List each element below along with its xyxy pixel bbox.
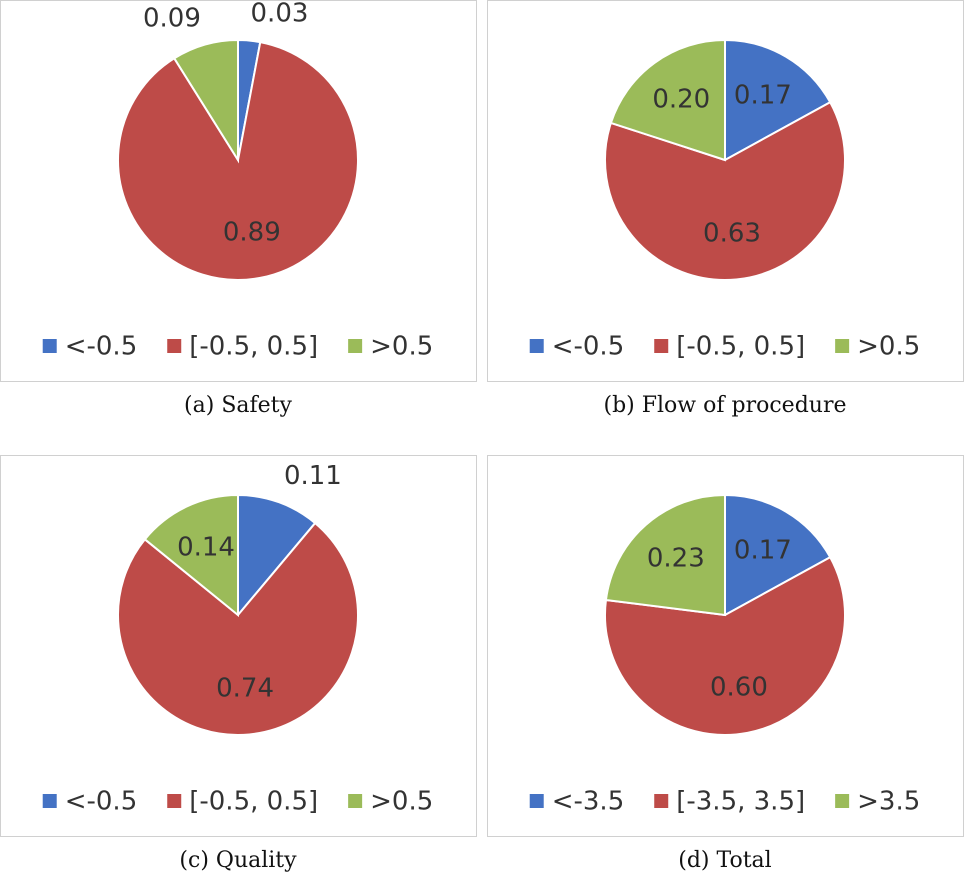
data-label: 0.17	[734, 535, 792, 565]
legend-swatch	[835, 794, 850, 808]
pie-slice	[609, 38, 726, 162]
pie-slice	[172, 38, 239, 164]
pie-slice	[604, 493, 726, 617]
legend-swatch	[167, 794, 182, 808]
caption: (b) Flow of procedure	[604, 393, 847, 418]
legend-label: <-0.5	[552, 332, 625, 362]
legend-label: <-0.5	[65, 332, 138, 362]
legend-swatch	[348, 794, 363, 808]
legend-label: [-0.5, 0.5]	[676, 332, 805, 362]
data-label: 0.63	[703, 219, 761, 249]
pie-slice	[237, 493, 317, 618]
legend-label: >0.5	[370, 332, 433, 362]
caption: (d) Total	[678, 848, 771, 873]
legend-label: >3.5	[857, 787, 920, 817]
legend-swatch	[529, 794, 544, 808]
legend-swatch	[42, 339, 57, 353]
pie-slice	[143, 493, 239, 618]
data-label: 0.74	[216, 674, 274, 704]
pie-slice	[604, 555, 846, 736]
legend-swatch	[654, 339, 669, 353]
caption: (a) Safety	[184, 393, 292, 418]
data-label: 0.89	[223, 218, 281, 248]
legend-swatch	[529, 339, 544, 353]
legend-label: >0.5	[370, 787, 433, 817]
data-label: 0.17	[734, 80, 792, 110]
pie-slice	[724, 38, 832, 162]
pie-slice	[117, 521, 359, 736]
legend-swatch	[348, 339, 363, 353]
data-label: 0.11	[284, 461, 342, 491]
legend-label: [-0.5, 0.5]	[189, 332, 318, 362]
legend-swatch	[42, 794, 57, 808]
legend-label: <-0.5	[65, 787, 138, 817]
data-label: 0.14	[177, 532, 235, 562]
data-label: 0.60	[710, 673, 768, 703]
data-label: 0.20	[652, 84, 710, 114]
legend-label: >0.5	[857, 332, 920, 362]
pie-slice	[724, 493, 832, 617]
caption: (c) Quality	[179, 848, 297, 873]
legend-swatch	[167, 339, 182, 353]
legend-swatch	[654, 794, 669, 808]
legend-swatch	[835, 339, 850, 353]
data-label: 0.09	[143, 3, 201, 33]
legend-label: <-3.5	[552, 787, 625, 817]
legend-label: [-3.5, 3.5]	[676, 787, 805, 817]
legend-label: [-0.5, 0.5]	[189, 787, 318, 817]
data-label: 0.23	[647, 544, 705, 574]
pie-slice	[604, 100, 846, 281]
data-label: 0.03	[251, 0, 309, 29]
